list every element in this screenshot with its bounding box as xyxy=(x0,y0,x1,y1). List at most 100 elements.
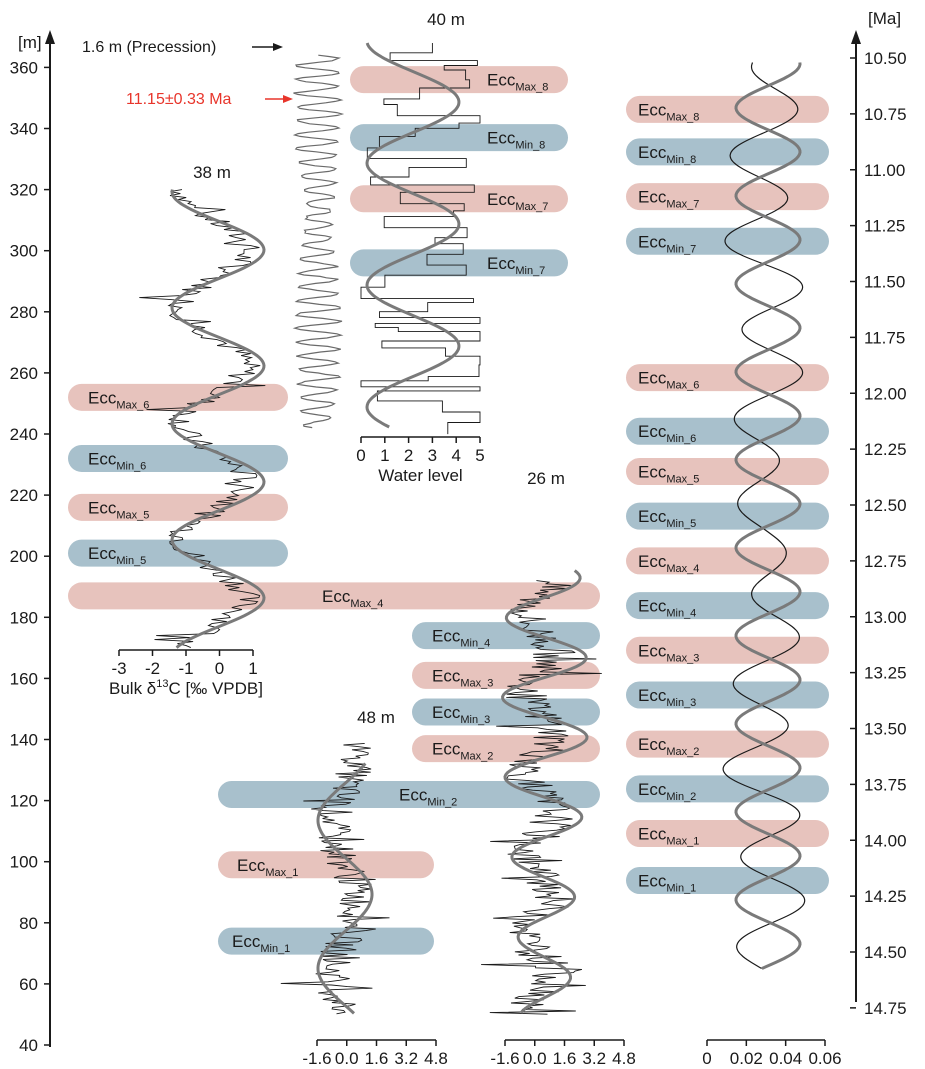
band-label-base: Ecc xyxy=(432,703,461,722)
band-label-sub: Max_6 xyxy=(116,399,149,411)
age-tick-label: 13.25 xyxy=(864,664,907,683)
depth-tick-label: 300 xyxy=(10,242,38,261)
band-label-base: Ecc xyxy=(638,686,667,705)
band-label: EccMin_4 xyxy=(638,597,696,620)
age-tick-label: 10.75 xyxy=(864,105,907,124)
band-label-base: Ecc xyxy=(638,422,667,441)
age-tick-label: 14.75 xyxy=(864,999,907,1018)
band-label-base: Ecc xyxy=(88,544,117,563)
band-label-sub: Max_7 xyxy=(666,199,699,211)
band-label-base: Ecc xyxy=(487,254,516,273)
band-label: EccMax_7 xyxy=(487,190,548,213)
depth-tick-label: 100 xyxy=(10,853,38,872)
age-tick-label: 14.25 xyxy=(864,887,907,906)
band-label-base: Ecc xyxy=(88,449,117,468)
band-label-sub: Max_4 xyxy=(666,563,699,575)
band-label-sub: Min_5 xyxy=(116,555,146,567)
band-label-base: Ecc xyxy=(638,369,667,388)
band-max xyxy=(626,547,829,575)
panel-caso4-b: -1.60.01.63.24.8Log (CaSO4)26 m xyxy=(481,469,636,1068)
band-label-base: Ecc xyxy=(487,190,516,209)
band-label: EccMax_1 xyxy=(237,856,298,879)
depth-tick-label: 320 xyxy=(10,181,38,200)
band-max xyxy=(626,364,829,392)
band-label-sub: Max_8 xyxy=(666,111,699,123)
x-tick-label: 0 xyxy=(215,659,224,678)
band-min xyxy=(350,124,568,152)
band-label-base: Ecc xyxy=(432,740,461,759)
band-min xyxy=(412,622,600,650)
band-label-sub: Min_5 xyxy=(666,518,696,530)
band-label-sub: Min_1 xyxy=(666,882,696,894)
band-label-base: Ecc xyxy=(638,462,667,481)
depth-tick-label: 280 xyxy=(10,303,38,322)
band-label-base: Ecc xyxy=(88,498,117,517)
band-label: EccMax_4 xyxy=(638,552,699,575)
depth-tick-label: 160 xyxy=(10,669,38,688)
age-axis: [Ma] 10.50 10.75 11.00 11.25 11.50 11.75 12.00… xyxy=(850,9,907,1018)
spacing-label: 40 m xyxy=(427,10,465,29)
depth-axis-arrowhead xyxy=(45,30,55,44)
band-min xyxy=(218,927,434,955)
band-label: EccMax_3 xyxy=(432,666,493,689)
eccentricity-filtered-curve xyxy=(734,62,802,970)
band-label: EccMin_7 xyxy=(638,232,696,255)
band-label-base: Ecc xyxy=(638,552,667,571)
band-label-base: Ecc xyxy=(638,641,667,660)
band-label-sub: Min_6 xyxy=(666,433,696,445)
band-label-sub: Min_7 xyxy=(666,243,696,255)
band-min xyxy=(68,444,288,472)
band-max xyxy=(68,493,288,521)
age-axis-arrowhead xyxy=(851,30,861,44)
band-min xyxy=(626,681,829,709)
band-label-sub: Max_3 xyxy=(460,677,493,689)
depth-tick-label: 360 xyxy=(10,58,38,77)
band-max xyxy=(412,661,600,689)
depth-axis: [m] 40 60 80 100 120 140 160 180 200 220 240 260 280… xyxy=(10,30,55,1055)
band-label-base: Ecc xyxy=(638,100,667,119)
band-label: EccMax_2 xyxy=(432,740,493,763)
band-label-sub: Min_8 xyxy=(666,154,696,166)
band-label: EccMin_2 xyxy=(638,780,696,803)
band-label-sub: Min_2 xyxy=(427,796,457,808)
x-axis-title-part: Water level xyxy=(378,466,462,485)
x-tick-label: 0.04 xyxy=(769,1049,802,1068)
band-label-sub: Max_1 xyxy=(666,836,699,848)
x-axis-title: Bulk δ13C [‰ VPDB] xyxy=(109,678,263,698)
band-label-sub: Max_7 xyxy=(515,201,548,213)
band-label-sub: Max_2 xyxy=(460,751,493,763)
x-tick-label: -1.6 xyxy=(302,1049,331,1068)
age-tick-label: 12.50 xyxy=(864,496,907,515)
band-min xyxy=(350,249,568,277)
band-max xyxy=(626,820,829,848)
band-max xyxy=(68,582,600,610)
age-tick-label: 12.25 xyxy=(864,440,907,459)
eccentricity-bands-age: EccMax_8EccMin_8EccMax_7EccMin_7EccMax_6… xyxy=(626,95,829,894)
age-tick-label: 14.50 xyxy=(864,943,907,962)
x-tick-label: 0.0 xyxy=(523,1049,547,1068)
band-label-sub: Max_4 xyxy=(350,598,383,610)
x-tick-label: 1 xyxy=(248,659,257,678)
caso4-a-raw-curve xyxy=(280,742,390,1015)
band-label-base: Ecc xyxy=(638,825,667,844)
spacing-label: 38 m xyxy=(193,163,231,182)
band-label: EccMin_5 xyxy=(638,507,696,530)
age-arrowhead xyxy=(283,95,293,103)
x-tick-label: -1.6 xyxy=(490,1049,519,1068)
eccentricity-bands-depth: EccMax_8EccMin_8EccMax_7EccMin_7EccMax_6… xyxy=(68,66,600,955)
x-axis-title-part: 13 xyxy=(156,678,168,690)
band-label-sub: Max_6 xyxy=(666,380,699,392)
band-max xyxy=(626,636,829,664)
band-label-base: Ecc xyxy=(638,507,667,526)
band-label-base: Ecc xyxy=(432,627,461,646)
band-min xyxy=(626,775,829,803)
band-label: EccMax_5 xyxy=(638,462,699,485)
panel-caso4-a: -1.60.01.63.24.8Log (CaSO4)48 m xyxy=(280,708,448,1068)
x-tick-label: 5 xyxy=(475,446,484,465)
x-tick-label: 0 xyxy=(356,446,365,465)
depth-axis-label: [m] xyxy=(18,33,42,52)
caso4-b-raw-curve xyxy=(481,580,602,1015)
band-label-sub: Min_4 xyxy=(460,638,490,650)
precession-annotation: 1.6 m (Precession) xyxy=(82,39,216,56)
x-tick-label: -1 xyxy=(178,659,193,678)
